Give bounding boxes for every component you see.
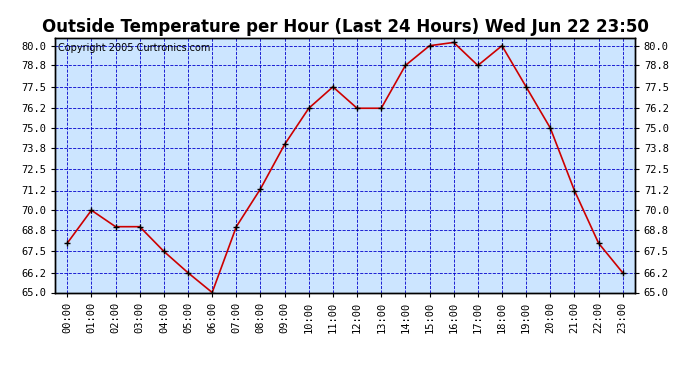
Title: Outside Temperature per Hour (Last 24 Hours) Wed Jun 22 23:50: Outside Temperature per Hour (Last 24 Ho… — [41, 18, 649, 36]
Text: Copyright 2005 Curtronics.com: Copyright 2005 Curtronics.com — [58, 43, 210, 52]
